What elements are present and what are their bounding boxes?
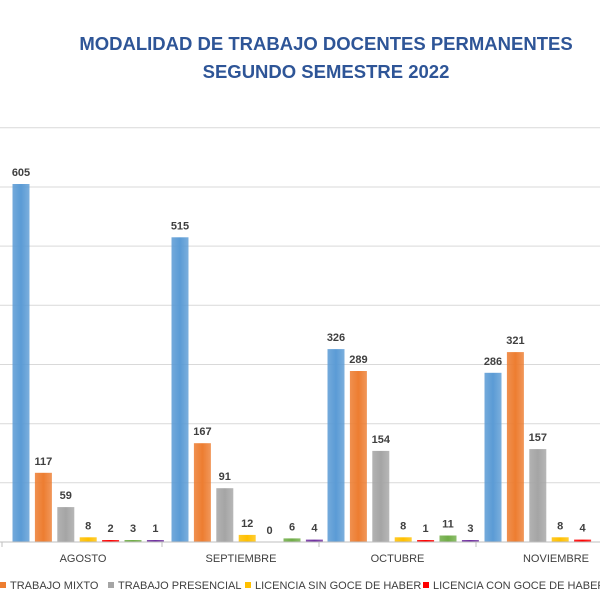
data-label: 3 [130,523,136,535]
bar [529,449,547,542]
data-label: 6 [289,521,295,533]
data-label: 2 [108,523,114,535]
data-label: 4 [311,523,318,535]
chart-title: MODALIDAD DE TRABAJO DOCENTES PERMANENTE… [0,30,600,86]
data-label: 117 [35,456,53,468]
bar [102,540,120,542]
bar [327,349,345,542]
bar [171,237,189,543]
bars [12,184,592,543]
data-label: 515 [171,220,189,232]
bar [193,443,211,542]
legend-label: LICENCIA SIN GOCE DE HABER [255,580,421,592]
x-tick-label: SEPTIEMBRE [206,553,277,565]
data-label: 4 [580,523,587,535]
bar [461,540,479,542]
bar [238,534,256,542]
data-label: 1 [152,523,158,535]
data-label: 326 [327,332,345,344]
chart-title-line-1: MODALIDAD DE TRABAJO DOCENTES PERMANENTE… [79,33,573,54]
bar [57,507,75,542]
legend-swatch [423,582,429,588]
bar [146,540,164,542]
x-tick-label: OCTUBRE [371,553,425,565]
data-label: 605 [12,167,30,179]
bar [12,184,30,542]
data-label: 321 [506,335,524,347]
bar [216,488,234,542]
bar [484,372,502,542]
data-label: 167 [193,426,211,438]
legend-label: TRABAJO MIXTO [10,580,99,592]
bar [551,537,569,542]
x-tick-label: NOVIEMBRE [523,553,589,565]
data-label: 8 [85,520,91,532]
legend-label: LICENCIA CON GOCE DE HABER [433,580,600,592]
bar [439,535,457,542]
bar [34,472,52,542]
bar [305,539,323,542]
legend-swatch [245,582,251,588]
bar [417,540,435,542]
data-label: 0 [267,525,273,537]
bar [349,371,367,542]
data-label: 8 [400,520,406,532]
bar [283,538,301,542]
data-label: 91 [219,471,231,483]
data-label: 11 [442,519,454,531]
data-label: 286 [484,356,502,368]
bar [394,537,412,542]
data-label: 59 [60,490,72,502]
x-axis: AGOSTO SEPTIEMBRE OCTUBRE NOVIEMBRE [0,541,600,565]
data-label: 157 [529,432,547,444]
data-label: 12 [241,518,253,530]
data-label: 8 [557,520,563,532]
legend-swatch [0,582,6,588]
data-label: 3 [467,523,473,535]
bar [79,537,97,542]
data-label: 154 [372,434,391,446]
chart-title-line-2: SEGUNDO SEMESTRE 2022 [202,61,450,82]
data-label: 1 [423,523,429,535]
bar [124,540,142,542]
bar [506,352,524,542]
legend-swatch [108,582,114,588]
data-label: 289 [349,354,367,366]
bar [372,450,390,542]
x-tick-label: AGOSTO [60,553,107,565]
legend: TRABAJO MIXTO TRABAJO PRESENCIAL LICENCIA … [0,580,600,592]
bar [574,539,592,542]
legend-label: TRABAJO PRESENCIAL [118,580,241,592]
